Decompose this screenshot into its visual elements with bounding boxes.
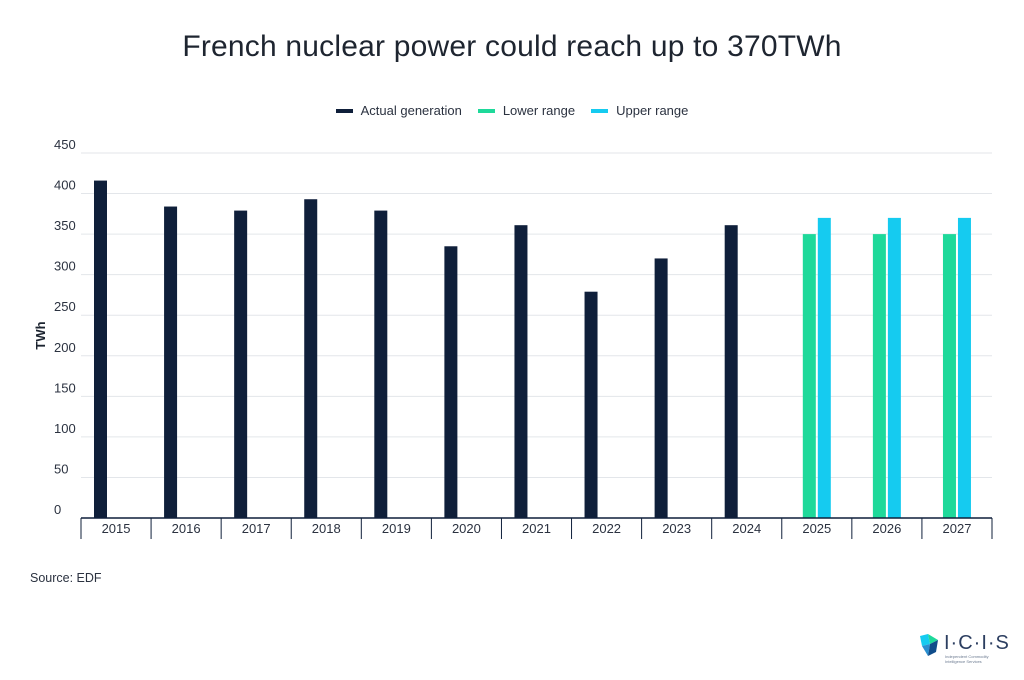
- y-tick-label: 0: [54, 502, 61, 517]
- chart-legend: Actual generation Lower range Upper range: [0, 103, 1024, 118]
- legend-label: Upper range: [616, 103, 689, 118]
- bar-actual-generation: [584, 291, 598, 518]
- legend-item: Actual generation: [335, 103, 462, 118]
- bar-actual-generation: [374, 210, 388, 519]
- chart-title: French nuclear power could reach up to 3…: [182, 30, 842, 63]
- bar-actual-generation: [724, 225, 738, 518]
- x-tick-label: 2020: [452, 521, 481, 536]
- y-tick-label: 350: [54, 218, 76, 233]
- source-note: Source: EDF: [30, 571, 102, 585]
- x-tick-label: 2024: [732, 521, 761, 536]
- legend-label: Lower range: [502, 103, 576, 118]
- bar-actual-generation: [304, 199, 318, 518]
- icis-logo-text: I·C·I·S: [944, 632, 1010, 654]
- bar-actual-generation: [94, 180, 107, 519]
- x-tick-label: 2023: [662, 521, 691, 536]
- bar-lower-range: [942, 234, 956, 518]
- x-tick-label: 2026: [872, 521, 901, 536]
- y-tick-label: 300: [54, 259, 76, 274]
- y-tick-label: 250: [54, 299, 76, 314]
- bar-lower-range: [802, 234, 816, 518]
- legend-item: Upper range: [591, 103, 688, 118]
- y-tick-label: 200: [54, 340, 76, 355]
- bar-upper-range: [817, 217, 831, 518]
- bar-actual-generation: [514, 225, 528, 518]
- bar-actual-generation: [654, 258, 668, 518]
- y-tick-label: 50: [54, 461, 68, 476]
- bar-actual-generation: [444, 246, 458, 518]
- x-tick-label: 2019: [382, 521, 411, 536]
- bar-upper-range: [887, 217, 901, 518]
- icis-logo: I·C·I·S Independent Commodity Intelligen…: [918, 632, 1009, 668]
- bar-lower-range: [872, 234, 886, 518]
- x-tick-label: 2021: [522, 521, 551, 536]
- y-tick-label: 150: [54, 380, 76, 395]
- legend-swatch: [591, 108, 609, 113]
- icis-logo-subtitle: Independent Commodity Intelligence Servi…: [945, 654, 989, 664]
- y-tick-label: 450: [54, 137, 76, 152]
- x-tick-label: 2017: [242, 521, 271, 536]
- x-tick-label: 2016: [172, 521, 201, 536]
- bar-upper-range: [957, 217, 971, 518]
- x-tick-label: 2027: [943, 521, 972, 536]
- icis-logo-icon: [920, 634, 938, 656]
- x-tick-label: 2022: [592, 521, 621, 536]
- legend-swatch: [477, 108, 495, 113]
- legend-swatch: [335, 108, 353, 113]
- legend-label: Actual generation: [360, 103, 462, 118]
- x-tick-label: 2018: [312, 521, 341, 536]
- x-tick-label: 2015: [102, 521, 131, 536]
- bar-actual-generation: [234, 210, 248, 519]
- y-tick-label: 100: [54, 421, 76, 436]
- y-axis-label: TWh: [33, 321, 48, 349]
- bar-actual-generation: [164, 206, 178, 519]
- legend-item: Lower range: [477, 103, 576, 118]
- y-tick-label: 400: [54, 178, 76, 193]
- x-tick-label: 2025: [802, 521, 831, 536]
